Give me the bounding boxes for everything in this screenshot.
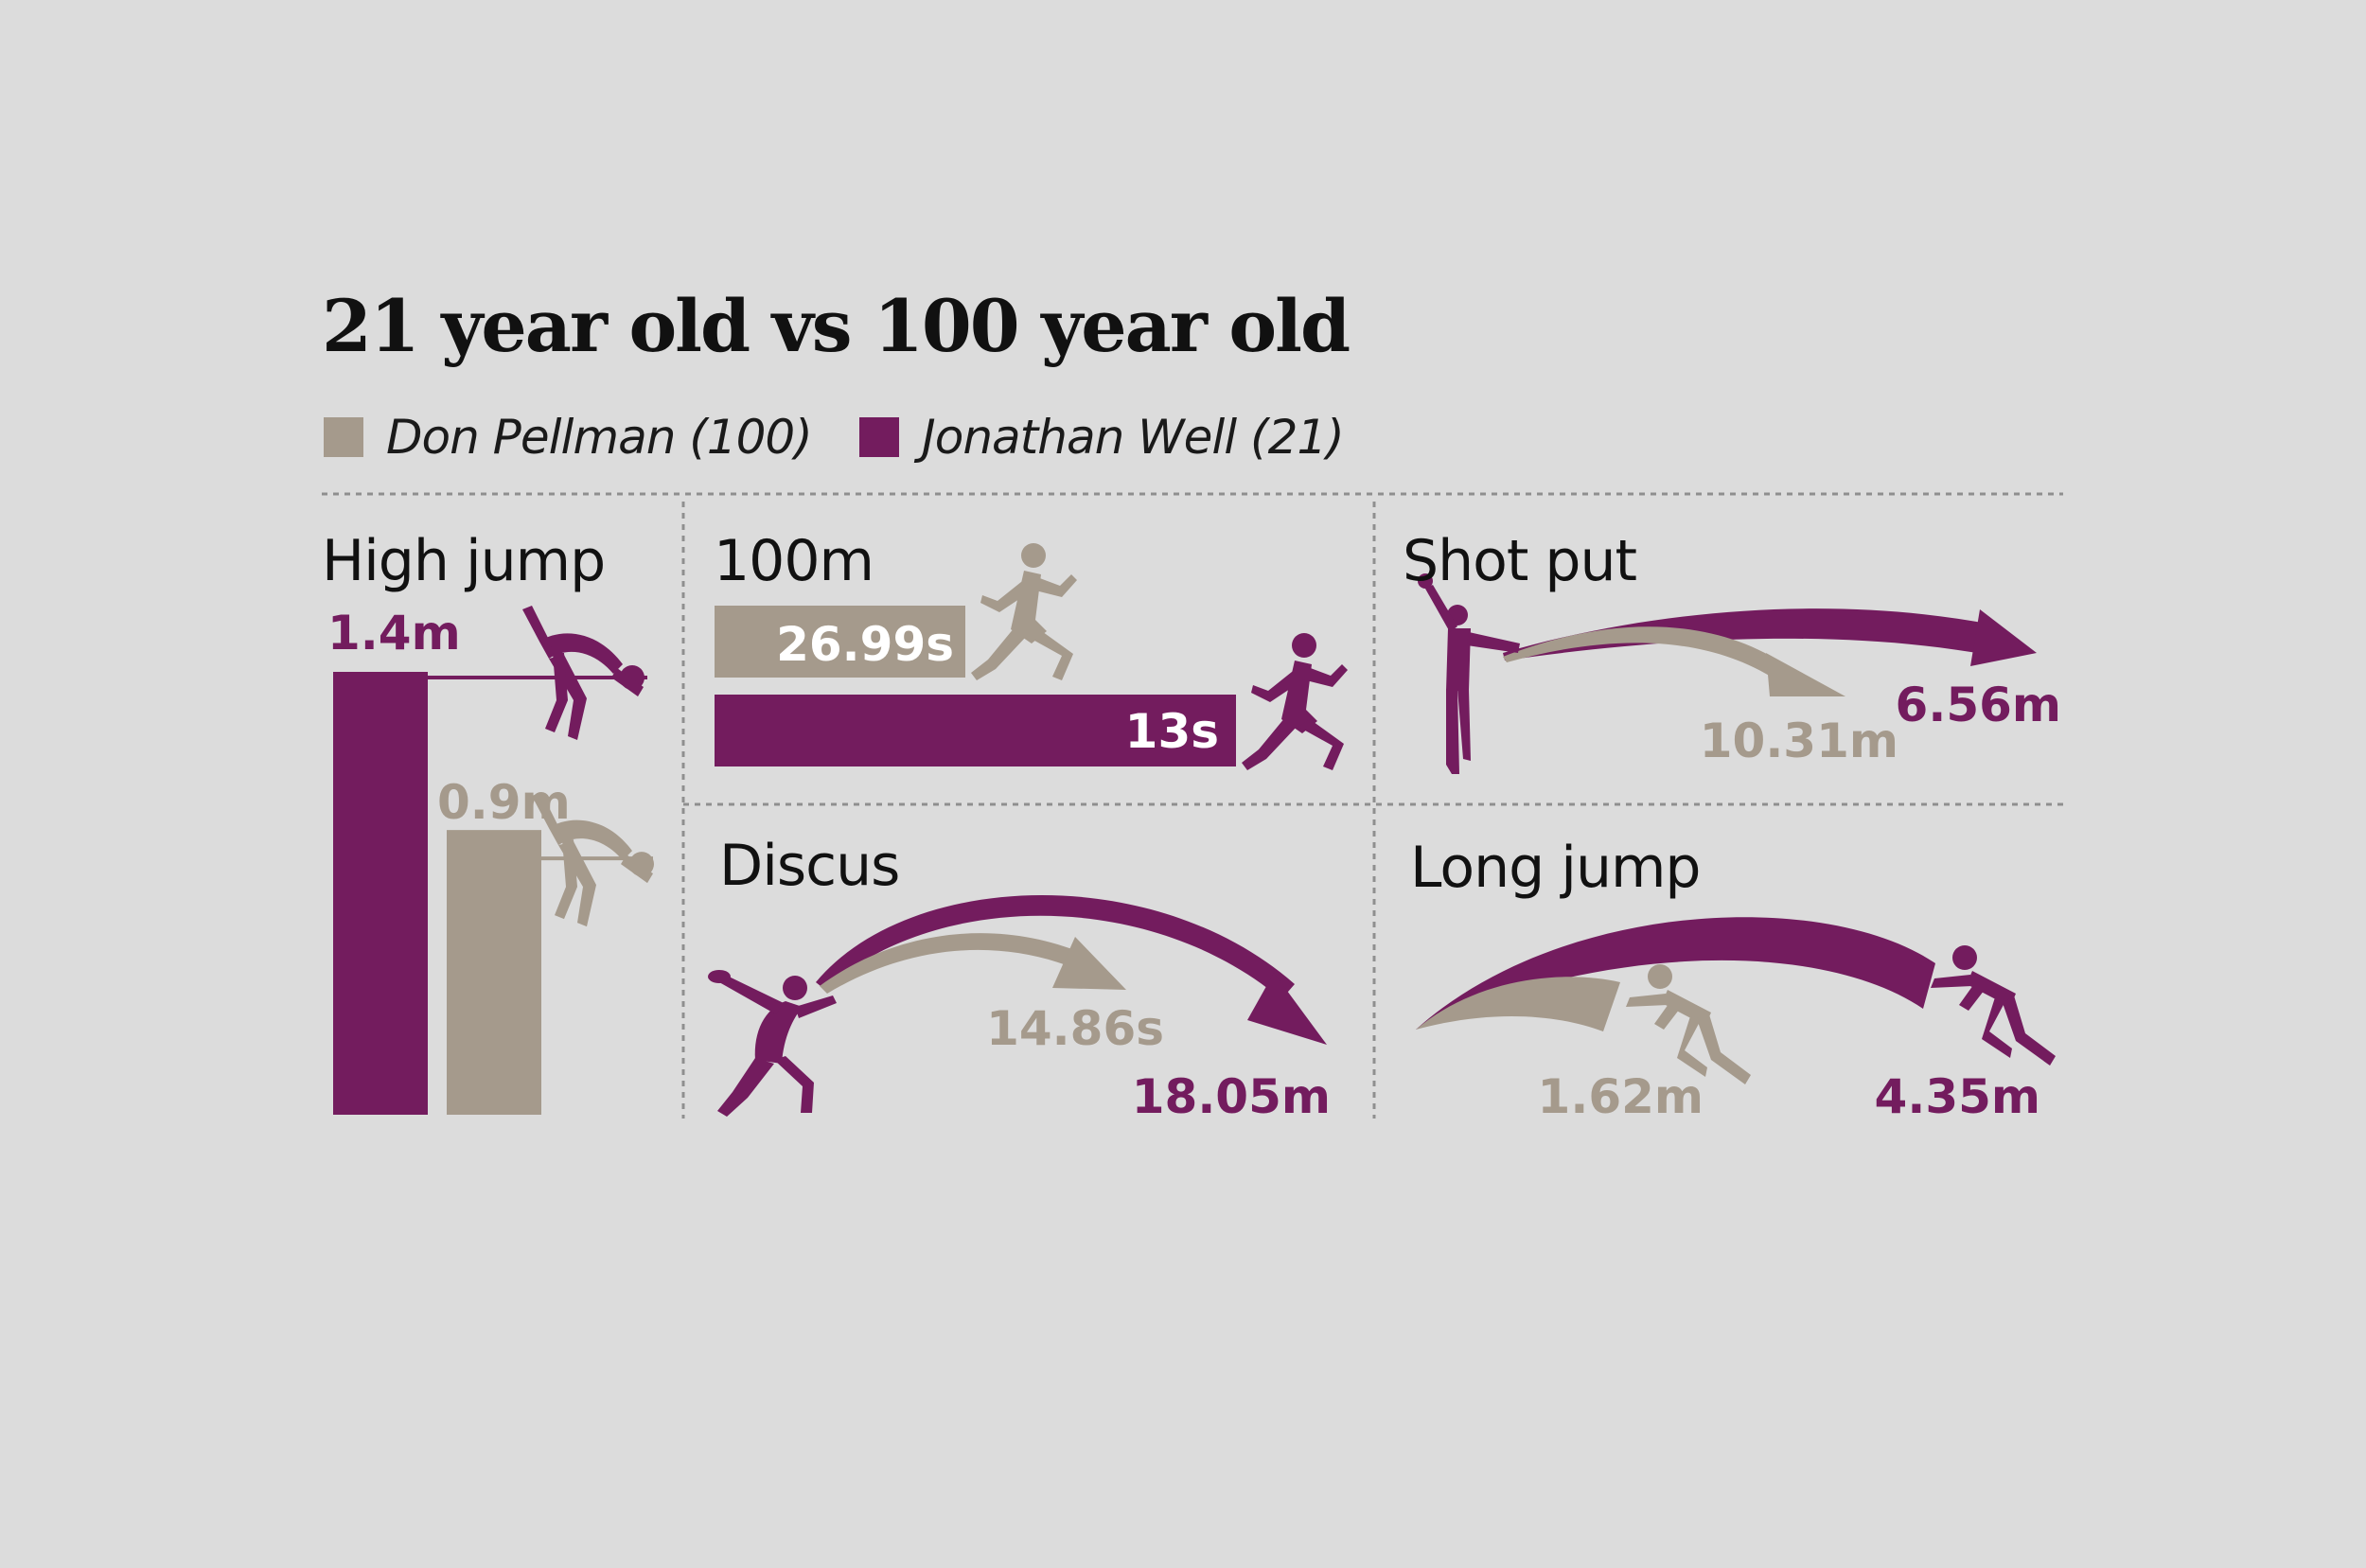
panel-shot-put: 10.31m 6.56m — [1418, 573, 2061, 774]
panel-discus: 14.86s 18.05m — [708, 894, 1331, 1124]
legend-label-jonathan: Jonathan Well (21) — [922, 410, 1345, 465]
panel-100m: 26.99s 13s — [715, 543, 1348, 770]
panel-title-shot-put: Shot put — [1403, 528, 1637, 594]
shot-put-label-jonathan: 6.56m — [1896, 678, 2061, 732]
high-jump-label-don: 0.9m — [437, 775, 571, 830]
100m-label-jonathan: 13s — [1125, 704, 1219, 759]
runner-don-icon — [971, 543, 1077, 680]
long-jump-label-jonathan: 4.35m — [1875, 1069, 2040, 1124]
discus-arrowhead-jonathan — [1247, 973, 1327, 1045]
long-jump-arc-jonathan — [1416, 917, 1935, 1030]
shot-put-arrowhead-jonathan — [1970, 609, 2037, 666]
shot-put-arc-jonathan — [1503, 608, 1992, 661]
discus-arc-don — [820, 933, 1088, 994]
legend-item-don: Don Pellman (100) — [324, 409, 813, 466]
panel-dividers — [322, 492, 2068, 1119]
discus-label-don: 14.86s — [986, 1001, 1164, 1056]
discus-label-jonathan: 18.05m — [1132, 1069, 1331, 1124]
panel-title-discus: Discus — [719, 833, 900, 899]
high-jump-label-jonathan: 1.4m — [327, 606, 461, 661]
high-jump-bar-don — [447, 830, 541, 1115]
chart-title: 21 year old vs 100 year old — [322, 284, 1351, 368]
panel-title-long-jump: Long jump — [1410, 835, 1701, 901]
long-jump-label-don: 1.62m — [1538, 1069, 1704, 1124]
runner-jonathan-icon — [1242, 633, 1348, 770]
100m-bar-don — [715, 606, 965, 678]
long-jump-arc-don — [1416, 977, 1620, 1031]
discus-thrower-icon — [708, 970, 837, 1117]
shot-put-label-don: 10.31m — [1700, 714, 1898, 768]
shot-put-arrowhead-don — [1766, 653, 1845, 696]
panel-high-jump: 1.4m 0.9m — [327, 606, 654, 1115]
legend-swatch-don — [324, 417, 363, 457]
100m-bar-jonathan — [715, 695, 1236, 766]
panel-long-jump: 1.62m 4.35m — [1416, 917, 2056, 1124]
legend-swatch-jonathan — [859, 417, 899, 457]
discus-arrowhead-don — [1052, 937, 1126, 990]
high-jumper-jonathan-icon — [522, 606, 644, 740]
panel-title-high-jump: High jump — [322, 528, 606, 594]
shot-putter-icon — [1418, 573, 1520, 774]
long-jumper-don-icon — [1626, 964, 1751, 1084]
legend-item-jonathan: Jonathan Well (21) — [859, 409, 1345, 466]
high-jump-bar-jonathan — [333, 672, 428, 1115]
shot-put-arc-don — [1503, 626, 1789, 679]
discus-arc-jonathan — [816, 894, 1295, 999]
panel-title-100m: 100m — [714, 528, 874, 594]
long-jumper-jonathan-icon — [1931, 945, 2056, 1066]
legend-label-don: Don Pellman (100) — [386, 410, 813, 465]
100m-label-don: 26.99s — [776, 617, 954, 672]
